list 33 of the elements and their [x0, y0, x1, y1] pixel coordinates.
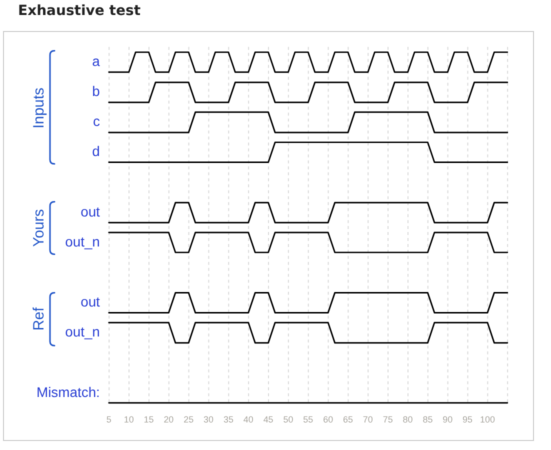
x-tick-label: 100	[480, 414, 495, 425]
x-tick-label: 60	[323, 414, 334, 425]
x-tick-label: 65	[343, 414, 353, 425]
series-label: out	[80, 294, 100, 310]
x-tick-label: 85	[422, 414, 433, 425]
series-label: out	[80, 203, 100, 220]
x-tick-label: 20	[164, 414, 174, 425]
text: Inputs	[30, 87, 48, 128]
x-tick-label: 55	[303, 414, 314, 425]
chart-title: Exhaustive test	[18, 3, 141, 19]
series-label: d	[92, 143, 100, 160]
x-tick-label: 70	[362, 414, 373, 425]
x-tick-label: 5	[106, 414, 112, 425]
x-tick-label: 15	[144, 414, 154, 425]
x-tick-label: 30	[204, 414, 214, 425]
x-tick-label: 75	[382, 414, 393, 425]
series-label: a	[92, 53, 100, 70]
x-tick-label: 80	[402, 414, 413, 425]
x-tick-label: 25	[184, 414, 194, 425]
series-label: c	[92, 113, 100, 130]
series-label: Mismatch:	[36, 384, 100, 400]
text: Ref	[30, 308, 48, 331]
x-tick-label: 50	[283, 414, 294, 425]
x-tick-label: 40	[243, 414, 254, 425]
series-label: out_n	[65, 233, 100, 250]
x-tick-label: 95	[462, 414, 473, 425]
x-tick-label: 10	[124, 414, 134, 425]
text: Yours	[30, 210, 48, 248]
x-tick-label: 45	[263, 414, 274, 425]
series-label: b	[92, 83, 100, 100]
series-label: out_n	[65, 324, 100, 340]
x-tick-label: 35	[223, 414, 234, 425]
x-tick-label: 90	[442, 414, 453, 425]
